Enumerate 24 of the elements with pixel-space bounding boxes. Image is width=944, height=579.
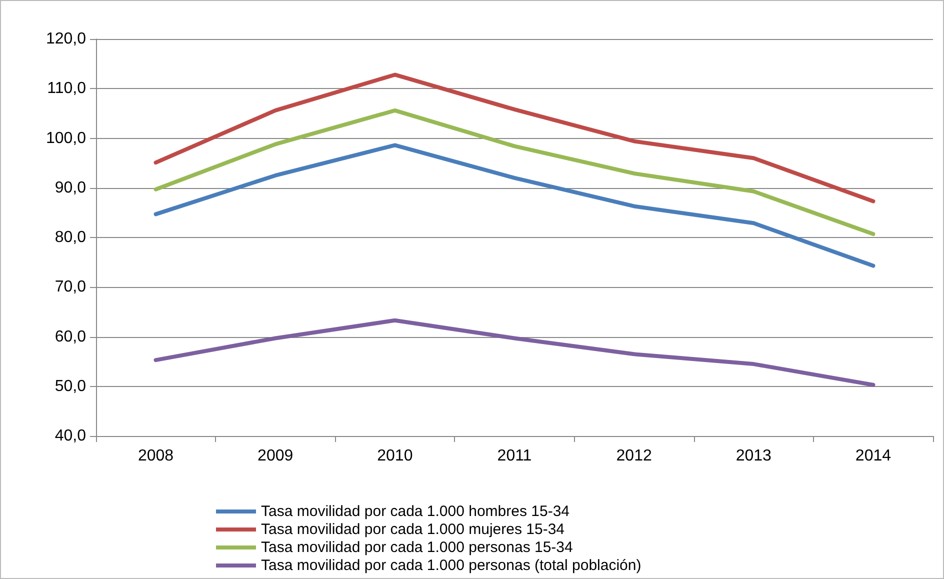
x-tick-label: 2011 — [497, 448, 532, 464]
y-tick-label: 40,0 — [54, 428, 86, 444]
line-series — [154, 318, 876, 387]
line-series — [154, 143, 876, 268]
legend-label: Tasa movilidad por cada 1.000 personas (total población) — [261, 557, 642, 574]
y-tick-label: 120,0 — [46, 30, 86, 48]
x-tick-label: 2009 — [258, 448, 294, 464]
x-tick-label: 2014 — [855, 448, 892, 464]
legend-label: Tasa movilidad por cada 1.000 personas 15-34 — [261, 539, 573, 556]
x-tick-label: 2010 — [377, 448, 413, 464]
x-tick-label: 2008 — [138, 448, 174, 464]
x-tick-label: 2013 — [736, 448, 772, 464]
y-tick-label: 100,0 — [46, 130, 86, 147]
legend-label: Tasa movilidad por cada 1.000 hombres 15-34 — [261, 503, 570, 520]
y-tick-label: 90,0 — [54, 179, 86, 196]
y-tick-label: 50,0 — [54, 378, 86, 395]
x-tick-label: 2012 — [616, 448, 652, 464]
line-series — [154, 72, 876, 204]
line-series — [154, 108, 876, 236]
y-tick-label: 110,0 — [47, 80, 86, 98]
y-tick-label: 60,0 — [54, 328, 86, 346]
legend-label: Tasa movilidad por cada 1.000 mujeres 15-34 — [261, 521, 565, 538]
y-tick-label: 70,0 — [54, 278, 86, 296]
y-tick-label: 80,0 — [54, 229, 86, 246]
